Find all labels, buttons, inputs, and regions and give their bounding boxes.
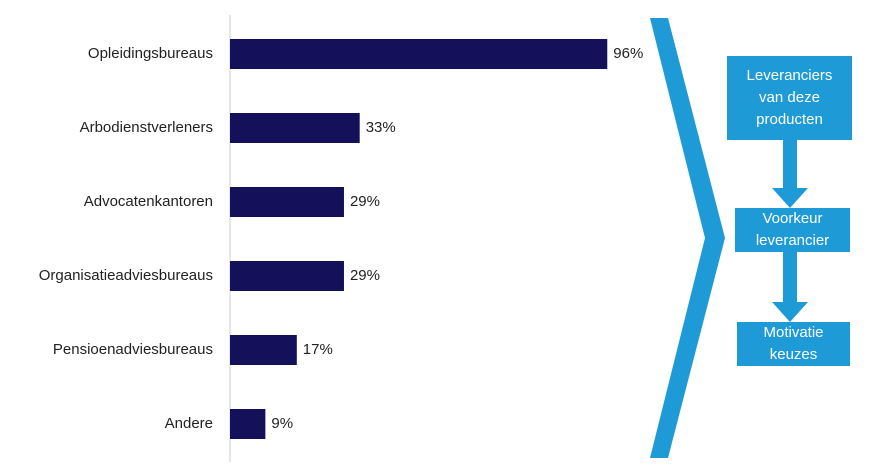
value-label: 29% (350, 193, 380, 210)
bar (230, 409, 266, 439)
category-label: Advocatenkantoren (84, 193, 213, 210)
box-text: producten (756, 111, 823, 128)
value-label: 17% (303, 341, 333, 358)
bar (230, 187, 344, 217)
arrow (772, 252, 808, 322)
value-label: 29% (350, 267, 380, 284)
box-text: Motivatie (763, 324, 823, 341)
bar (230, 113, 360, 143)
box-text: van deze (759, 89, 820, 106)
category-label: Pensioenadviesbureaus (53, 341, 213, 358)
value-label: 96% (613, 45, 643, 62)
chevron (650, 18, 725, 458)
box-text: Voorkeur (762, 210, 822, 227)
box-text: keuzes (770, 346, 818, 363)
diagram-box (735, 208, 850, 252)
value-label: 33% (366, 119, 396, 136)
value-label: 9% (271, 415, 293, 432)
arrow (772, 140, 808, 208)
bar (230, 261, 344, 291)
box-text: Leveranciers (747, 67, 833, 84)
category-label: Opleidingsbureaus (88, 45, 213, 62)
bar (230, 335, 297, 365)
category-label: Andere (165, 415, 213, 432)
category-label: Arbodienstverleners (80, 119, 213, 136)
bar (230, 39, 608, 69)
box-text: leverancier (756, 232, 829, 249)
category-label: Organisatieadviesbureaus (39, 267, 213, 284)
diagram-box (737, 322, 850, 366)
diagram-box (727, 56, 852, 140)
